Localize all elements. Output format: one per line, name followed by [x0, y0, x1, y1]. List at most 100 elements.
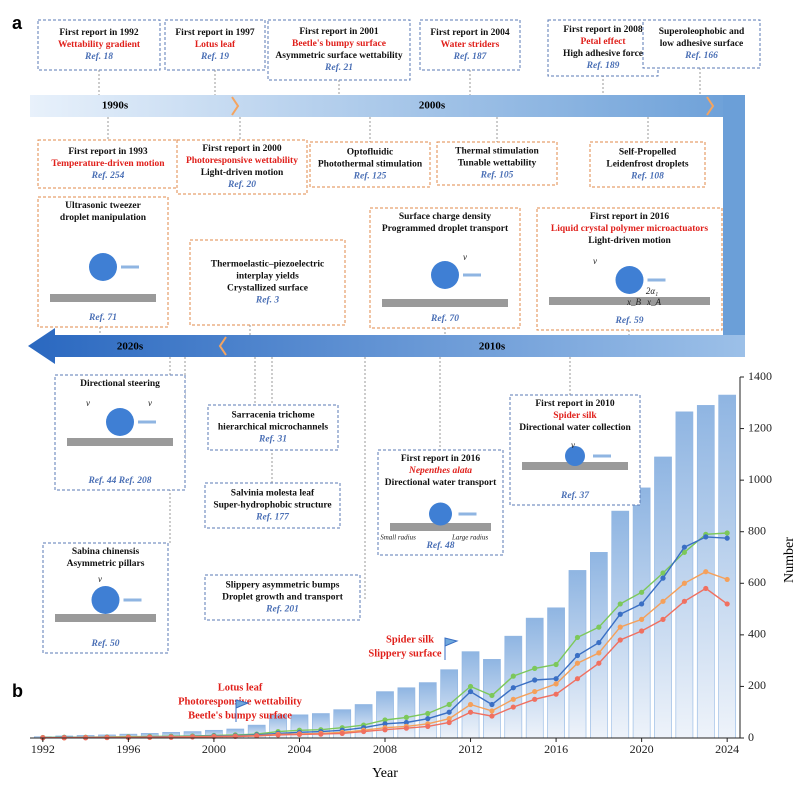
box-ref: Ref. 254 [91, 171, 125, 181]
box-text: First report in 1992 [59, 28, 138, 38]
y-tick-label: 0 [748, 730, 754, 744]
text-box [37, 19, 161, 71]
series-point [489, 692, 495, 699]
annotation: Spider silk [386, 634, 434, 645]
box-text: Petal effect [580, 37, 626, 47]
timeline-arrow [28, 328, 745, 364]
series-point [724, 601, 730, 607]
series-point [681, 598, 687, 604]
x-tick-label: 2000 [202, 742, 226, 756]
droplet [89, 253, 117, 281]
y-tick-label: 200 [748, 678, 766, 692]
image-label: v [463, 252, 467, 262]
series-point [147, 734, 153, 740]
x-tick-label: 1996 [116, 742, 140, 756]
series-point [617, 637, 623, 643]
box-text: Directional water collection [519, 423, 631, 433]
x-tick-label: 2008 [373, 742, 397, 756]
connector [99, 325, 630, 335]
series-point [467, 709, 474, 715]
series-point [446, 701, 452, 708]
bar [718, 394, 737, 739]
y-axis-label: Number [782, 537, 797, 583]
text-box [589, 141, 706, 188]
series-point [639, 589, 645, 595]
y-tick-label: 400 [748, 627, 766, 641]
substrate [50, 294, 156, 302]
box-text: High adhesive force [563, 49, 643, 59]
box-ref: Ref. 18 [84, 52, 113, 62]
box-text: Super-hydrophobic structure [213, 501, 331, 511]
series-point [382, 721, 388, 727]
box-ref: Ref. 71 [88, 313, 117, 323]
y-tick-label: 800 [748, 523, 766, 537]
series-point [168, 734, 174, 740]
image-label: v [98, 574, 102, 584]
series-point [703, 585, 709, 592]
box-text: Self-Propelled [619, 148, 677, 158]
illustration [549, 266, 710, 305]
image-label: v [593, 256, 597, 266]
series-point [425, 723, 431, 729]
series-point [318, 731, 324, 737]
series-point [639, 616, 645, 622]
series-point [596, 660, 602, 666]
timeline-band [30, 95, 745, 117]
x-tick-label: 1992 [31, 742, 55, 756]
substrate [390, 523, 491, 531]
series-point [403, 719, 409, 726]
text-box [419, 19, 521, 71]
panel-label: b [12, 681, 23, 701]
bar [632, 487, 651, 739]
box-text: Droplet growth and transport [222, 593, 344, 603]
box-text: First report in 2016 [590, 212, 669, 222]
chart-panel: 1992 1996 2000 2004 2008 2012 2016 2020 2024 0 200… [30, 369, 797, 781]
text-box [204, 574, 361, 621]
chevron [231, 96, 240, 116]
series-point [532, 696, 538, 702]
droplet [91, 586, 120, 614]
series-point [254, 733, 260, 739]
box-text: Nepenthes alata [408, 466, 472, 476]
box-text: hierarchical microchannels [218, 423, 329, 433]
x-tick-label: 2024 [715, 742, 739, 756]
box-text: Beetle's bumpy surface [292, 39, 386, 49]
box-ref: Ref. 44 Ref. 208 [87, 476, 151, 486]
box-text: Temperature-driven motion [51, 159, 165, 169]
text-box [267, 19, 411, 81]
series-point [681, 580, 687, 586]
series-point [724, 535, 730, 541]
series-point [724, 530, 730, 536]
chevron [706, 96, 715, 116]
series-point [574, 652, 581, 659]
box-text: Ultrasonic tweezer [65, 201, 141, 211]
box-ref: Ref. 59 [615, 316, 644, 326]
substrate [382, 299, 508, 307]
series-point [532, 665, 538, 671]
droplet [431, 261, 459, 289]
boxes: First report in 1992 Wettability gradient… [37, 19, 761, 654]
series-point [574, 660, 581, 666]
box-text: Surface charge density [399, 212, 492, 222]
connector [107, 117, 649, 142]
series-point [681, 549, 687, 555]
series-point [425, 716, 431, 722]
box-ref: Ref. 37 [560, 491, 590, 501]
annotation: Beetle's bumpy surface [188, 710, 292, 721]
chevron [218, 336, 227, 356]
decade-label: 2000s [419, 100, 446, 112]
box-text: First report in 2000 [202, 144, 281, 154]
connectors [98, 68, 701, 600]
box-text: Tunable wettability [458, 159, 537, 169]
box-ref: Ref. 177 [255, 513, 290, 523]
series-point [681, 544, 687, 550]
annotation: Lotus leaf [218, 682, 263, 693]
box-text: Light-driven motion [201, 168, 284, 178]
box-text: Spider silk [553, 411, 597, 421]
box-text: Superoleophobic and [659, 27, 745, 37]
series-point [467, 683, 474, 690]
droplet [565, 446, 585, 466]
series-point [724, 576, 730, 583]
x-tick-label: 2020 [630, 742, 654, 756]
series-point [574, 634, 581, 641]
